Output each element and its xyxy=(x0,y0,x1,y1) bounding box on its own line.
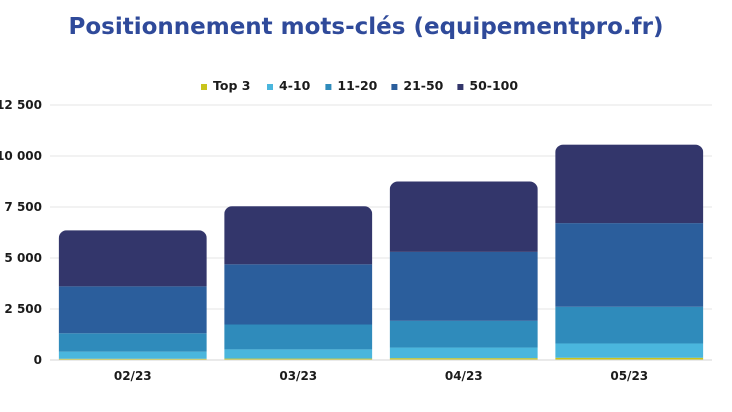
legend-label: Top 3 xyxy=(213,78,250,93)
legend-swatch xyxy=(201,84,207,90)
legend-label: 21-50 xyxy=(403,78,443,93)
bar-segment xyxy=(389,358,538,360)
bar-segment xyxy=(555,306,704,344)
legend-swatch xyxy=(391,84,398,90)
bar-segment xyxy=(58,351,207,359)
bar-segment xyxy=(58,358,207,360)
x-tick-label: 04/23 xyxy=(445,369,483,383)
y-tick-label: 10 000 xyxy=(0,149,42,163)
legend-label: 50-100 xyxy=(469,78,518,93)
x-tick-label: 03/23 xyxy=(279,369,317,383)
bar-segment xyxy=(58,230,207,287)
bar-segment xyxy=(555,223,704,307)
bar-segment xyxy=(555,144,704,224)
y-tick-label: 12 500 xyxy=(0,98,42,112)
bar-stack xyxy=(555,144,704,360)
bar-segment xyxy=(555,343,704,358)
y-tick-label: 2 500 xyxy=(4,302,42,316)
bar-segment xyxy=(389,347,538,359)
bar-segment xyxy=(555,357,704,360)
y-tick-label: 0 xyxy=(34,353,42,367)
y-tick-label: 5 000 xyxy=(4,251,42,265)
y-tick-label: 7 500 xyxy=(4,200,42,214)
chart-title: Positionnement mots-clés (equipementpro.… xyxy=(68,14,664,40)
bar-segment xyxy=(389,251,538,321)
bar-stack xyxy=(389,181,538,360)
bar-stack xyxy=(224,206,373,360)
legend-swatch xyxy=(267,84,273,90)
legend-swatch xyxy=(325,84,332,90)
bar-stack xyxy=(58,230,207,360)
bar-segment xyxy=(389,320,538,348)
legend-swatch xyxy=(457,84,464,90)
bar-segment xyxy=(58,333,207,352)
legend-label: 4-10 xyxy=(279,78,311,93)
x-tick-label: 05/23 xyxy=(610,369,648,383)
bar-segment xyxy=(224,264,373,325)
bar-segment xyxy=(58,286,207,334)
bar-segment xyxy=(224,349,373,359)
bar-segment xyxy=(224,206,373,265)
x-tick-label: 02/23 xyxy=(114,369,152,383)
bar-segment xyxy=(389,181,538,252)
bar-segment xyxy=(224,324,373,350)
bar-segment xyxy=(224,358,373,360)
legend-label: 11-20 xyxy=(337,78,377,93)
